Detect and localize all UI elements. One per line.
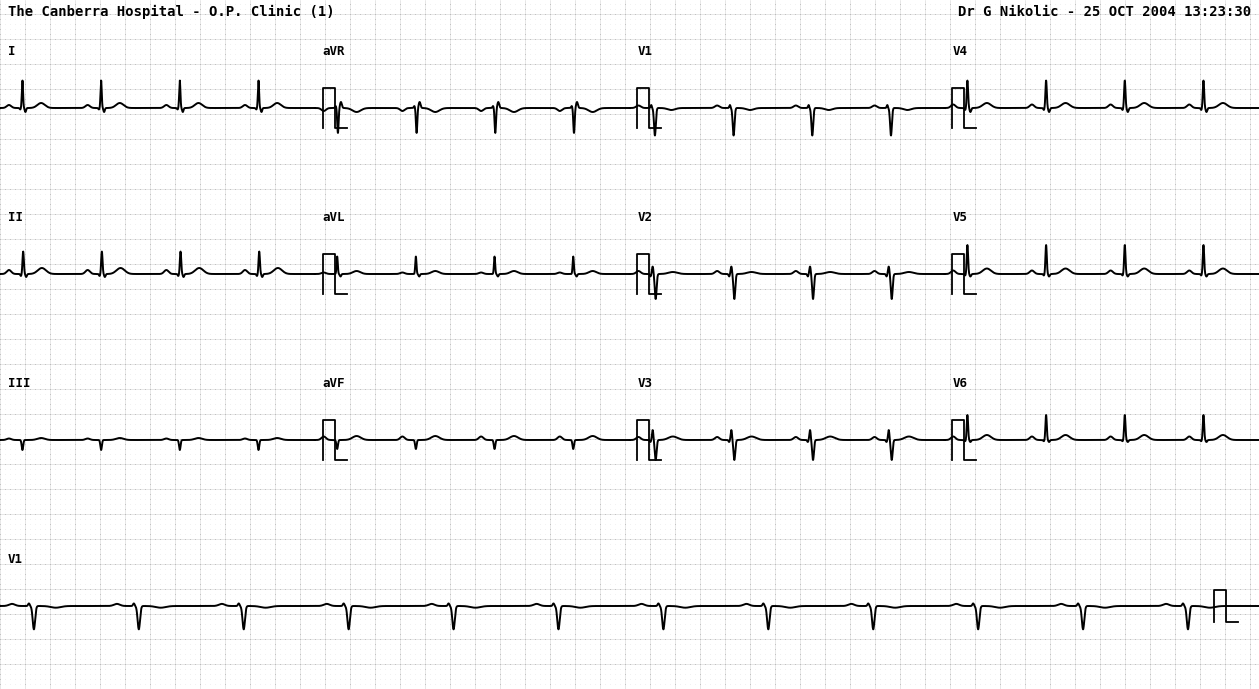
Text: V6: V6: [952, 377, 967, 390]
Text: The Canberra Hospital - O.P. Clinic (1): The Canberra Hospital - O.P. Clinic (1): [8, 5, 335, 19]
Text: aVR: aVR: [322, 45, 345, 58]
Text: II: II: [8, 212, 23, 224]
Text: V5: V5: [952, 212, 967, 224]
Text: aVF: aVF: [322, 377, 345, 390]
Text: V4: V4: [952, 45, 967, 58]
Text: V1: V1: [637, 45, 652, 58]
Text: V3: V3: [637, 377, 652, 390]
Text: aVL: aVL: [322, 212, 345, 224]
Text: V2: V2: [637, 212, 652, 224]
Text: I: I: [8, 45, 15, 58]
Text: Dr G Nikolic - 25 OCT 2004 13:23:30: Dr G Nikolic - 25 OCT 2004 13:23:30: [958, 5, 1251, 19]
Text: III: III: [8, 377, 30, 390]
Text: V1: V1: [8, 553, 23, 566]
